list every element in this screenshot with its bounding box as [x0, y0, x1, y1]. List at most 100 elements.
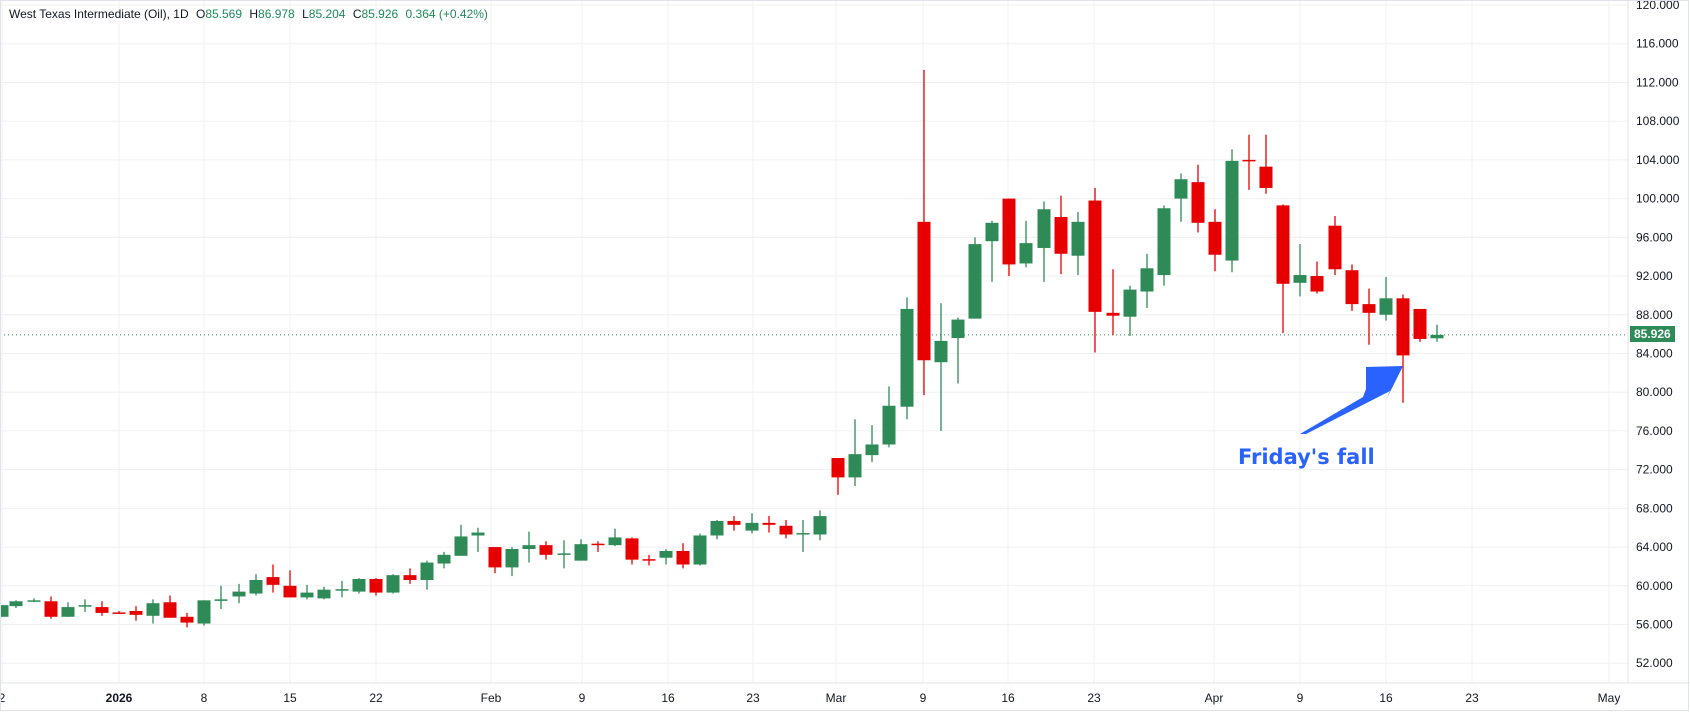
candle[interactable] [676, 543, 690, 569]
grid-lines [0, 0, 1628, 683]
candle[interactable] [1123, 285, 1137, 337]
candle[interactable] [557, 540, 571, 569]
candle[interactable] [454, 524, 468, 556]
candle[interactable] [1242, 134, 1256, 190]
candle[interactable] [112, 610, 126, 614]
candle[interactable] [266, 564, 280, 593]
symbol-title[interactable]: West Texas Intermediate (Oil), 1D [9, 7, 189, 21]
candle[interactable] [693, 533, 707, 566]
candle[interactable] [813, 510, 827, 541]
candle[interactable] [129, 606, 143, 621]
candle[interactable] [163, 595, 177, 618]
candle-body [1208, 221, 1222, 255]
candle[interactable] [1054, 195, 1068, 275]
candles[interactable] [0, 69, 1444, 628]
candle[interactable] [0, 605, 9, 617]
candle[interactable] [232, 583, 246, 604]
candle[interactable] [1191, 164, 1205, 233]
candle[interactable] [968, 237, 982, 319]
candle[interactable] [1310, 261, 1324, 294]
candle[interactable] [403, 568, 417, 584]
candle[interactable] [1019, 220, 1033, 268]
candle[interactable] [488, 547, 502, 574]
candle-body [1293, 275, 1307, 283]
candle[interactable] [762, 516, 776, 533]
candle[interactable] [642, 554, 656, 566]
candle[interactable] [1106, 269, 1120, 336]
candle[interactable] [1140, 253, 1154, 308]
time-tick-label: May [1598, 691, 1621, 705]
candle[interactable] [710, 519, 724, 540]
candle[interactable] [625, 537, 639, 565]
candle[interactable] [951, 317, 965, 384]
candle[interactable] [95, 601, 109, 616]
candle[interactable] [214, 585, 228, 610]
candle[interactable] [1413, 308, 1427, 342]
candle[interactable] [283, 570, 297, 598]
candle[interactable] [386, 574, 400, 594]
candle[interactable] [522, 531, 536, 563]
candle[interactable] [9, 600, 23, 609]
candle[interactable] [848, 419, 862, 487]
candle[interactable] [1088, 187, 1102, 353]
candle[interactable] [882, 386, 896, 448]
candle[interactable] [779, 519, 793, 539]
candle[interactable] [300, 584, 314, 600]
candle[interactable] [727, 516, 741, 531]
candle[interactable] [78, 599, 92, 612]
candle[interactable] [1276, 204, 1290, 334]
price-tick-label: 100.000 [1636, 192, 1680, 206]
candle[interactable] [591, 541, 605, 552]
candle[interactable] [608, 528, 622, 547]
candle[interactable] [1157, 205, 1171, 286]
candle[interactable] [745, 513, 759, 534]
candle[interactable] [1396, 294, 1410, 403]
candle[interactable] [1345, 264, 1359, 311]
candle[interactable] [197, 600, 211, 626]
candle[interactable] [317, 586, 331, 600]
candle[interactable] [1002, 198, 1016, 277]
candle[interactable] [146, 599, 160, 624]
candle[interactable] [900, 297, 914, 420]
candle[interactable] [1430, 324, 1444, 342]
candle[interactable] [27, 598, 41, 603]
candle[interactable] [831, 458, 845, 495]
candle[interactable] [1225, 149, 1239, 273]
candle[interactable] [917, 69, 931, 396]
candle[interactable] [180, 612, 194, 628]
candle[interactable] [471, 527, 485, 552]
candle[interactable] [985, 220, 999, 282]
candle[interactable] [539, 541, 553, 560]
candle[interactable] [1259, 134, 1273, 194]
candle[interactable] [420, 560, 434, 590]
candle[interactable] [437, 551, 451, 569]
candle[interactable] [505, 547, 519, 577]
candle[interactable] [934, 303, 948, 431]
candle[interactable] [865, 425, 879, 462]
price-tick-label: 84.000 [1636, 346, 1673, 360]
candle[interactable] [1071, 212, 1085, 276]
candle[interactable] [574, 539, 588, 561]
candle-body [78, 605, 92, 607]
candle[interactable] [796, 519, 810, 552]
candle[interactable] [1328, 216, 1342, 276]
candle[interactable] [369, 578, 383, 596]
candle[interactable] [1208, 209, 1222, 272]
candle[interactable] [249, 574, 263, 596]
candle[interactable] [1293, 244, 1307, 297]
candle[interactable] [1362, 288, 1376, 345]
candle[interactable] [44, 596, 58, 619]
candle[interactable] [1037, 201, 1051, 282]
candle[interactable] [352, 578, 366, 594]
candle[interactable] [659, 549, 673, 565]
candle-body [1328, 225, 1342, 270]
candle[interactable] [1379, 277, 1393, 321]
candle[interactable] [335, 580, 349, 598]
annotation-label[interactable]: Friday's fall [1238, 445, 1375, 469]
time-tick-label: Feb [481, 691, 502, 705]
candle[interactable] [61, 602, 75, 617]
candle[interactable] [1174, 173, 1188, 222]
